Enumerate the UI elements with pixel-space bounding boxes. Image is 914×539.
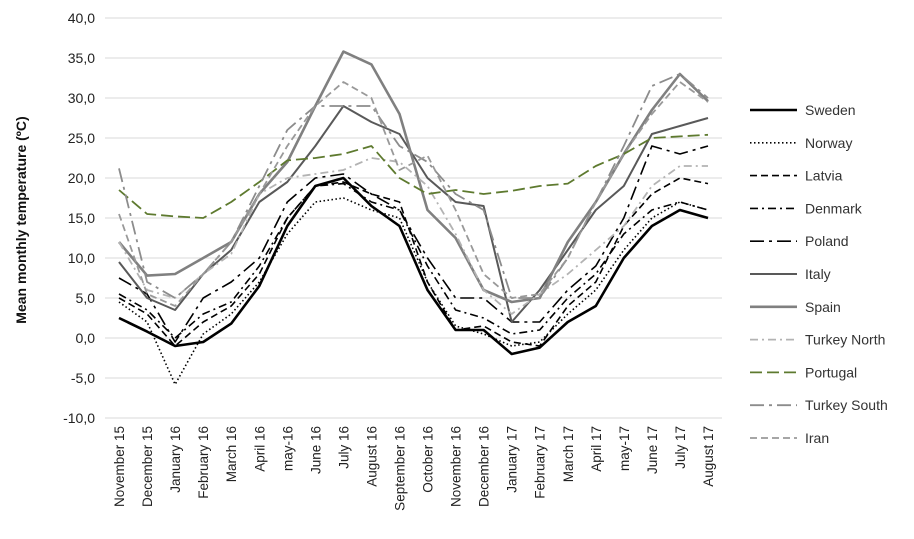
x-tick-label: September 16 — [392, 426, 407, 511]
y-axis-ticks: -10,0 -5,0 0,0 5,0 10,0 15,0 20,0 25,0 30,0 35,0 4… — [63, 10, 95, 426]
x-tick-label: November 16 — [449, 426, 464, 507]
x-tick-label: January 16 — [168, 426, 183, 493]
legend-label: Sweden — [805, 102, 856, 118]
legend-label: Poland — [805, 233, 849, 249]
series-line-iran — [118, 81, 709, 307]
x-tick-label: February 16 — [196, 426, 211, 499]
legend: Sweden Norway Latvia Denmark Poland Italy Spai… — [750, 102, 888, 446]
x-tick-label: October 16 — [421, 426, 436, 493]
legend-label: Italy — [805, 266, 831, 282]
y-tick-label: -10,0 — [63, 410, 95, 426]
y-axis-title: Mean monthly temperature (ºC) — [13, 116, 29, 323]
series-line-sweden — [118, 176, 709, 356]
x-tick-label: April 17 — [589, 426, 604, 472]
legend-label: Norway — [805, 135, 852, 151]
y-tick-label: 15,0 — [68, 210, 95, 226]
x-tick-label: may-17 — [617, 426, 632, 471]
x-tick-label: August 17 — [701, 426, 716, 487]
legend-label: Turkey South — [805, 397, 888, 413]
series-line-portugal — [118, 133, 709, 219]
legend-label: Latvia — [805, 168, 843, 184]
series-lines — [118, 50, 709, 386]
x-tick-label: may-16 — [280, 426, 295, 471]
x-tick-label: June 16 — [308, 426, 323, 474]
y-tick-label: -5,0 — [71, 370, 95, 386]
series-line-italy — [118, 105, 709, 323]
y-tick-label: 20,0 — [68, 170, 95, 186]
y-tick-label: 0,0 — [76, 330, 96, 346]
x-tick-label: July 16 — [336, 426, 351, 469]
x-tick-label: February 17 — [533, 426, 548, 499]
x-tick-label: June 17 — [645, 426, 660, 474]
legend-label: Spain — [805, 299, 841, 315]
x-tick-label: March 16 — [224, 426, 239, 482]
legend-label: Iran — [805, 430, 829, 446]
legend-label: Portugal — [805, 364, 857, 380]
y-tick-label: 35,0 — [68, 50, 95, 66]
y-tick-label: 30,0 — [68, 90, 95, 106]
x-tick-label: July 17 — [673, 426, 688, 469]
legend-label: Denmark — [805, 200, 863, 216]
series-line-turkey-south — [118, 73, 709, 299]
x-tick-label: August 16 — [364, 426, 379, 487]
series-line-latvia — [118, 177, 709, 347]
y-tick-label: 25,0 — [68, 130, 95, 146]
y-tick-label: 40,0 — [68, 10, 95, 26]
x-tick-label: March 17 — [561, 426, 576, 482]
x-tick-label: December 15 — [140, 426, 155, 507]
series-line-norway — [118, 197, 709, 386]
series-line-poland — [118, 145, 709, 343]
series-line-turkey-north — [118, 157, 708, 315]
x-tick-label: November 15 — [112, 426, 127, 507]
legend-label: Turkey North — [805, 332, 885, 348]
x-tick-label: January 17 — [505, 426, 520, 493]
y-tick-label: 10,0 — [68, 250, 95, 266]
x-tick-label: December 16 — [477, 426, 492, 507]
y-tick-label: 5,0 — [76, 290, 96, 306]
x-tick-label: April 16 — [252, 426, 267, 472]
x-axis-ticks: November 15 December 15 January 16 February… — [112, 426, 716, 511]
